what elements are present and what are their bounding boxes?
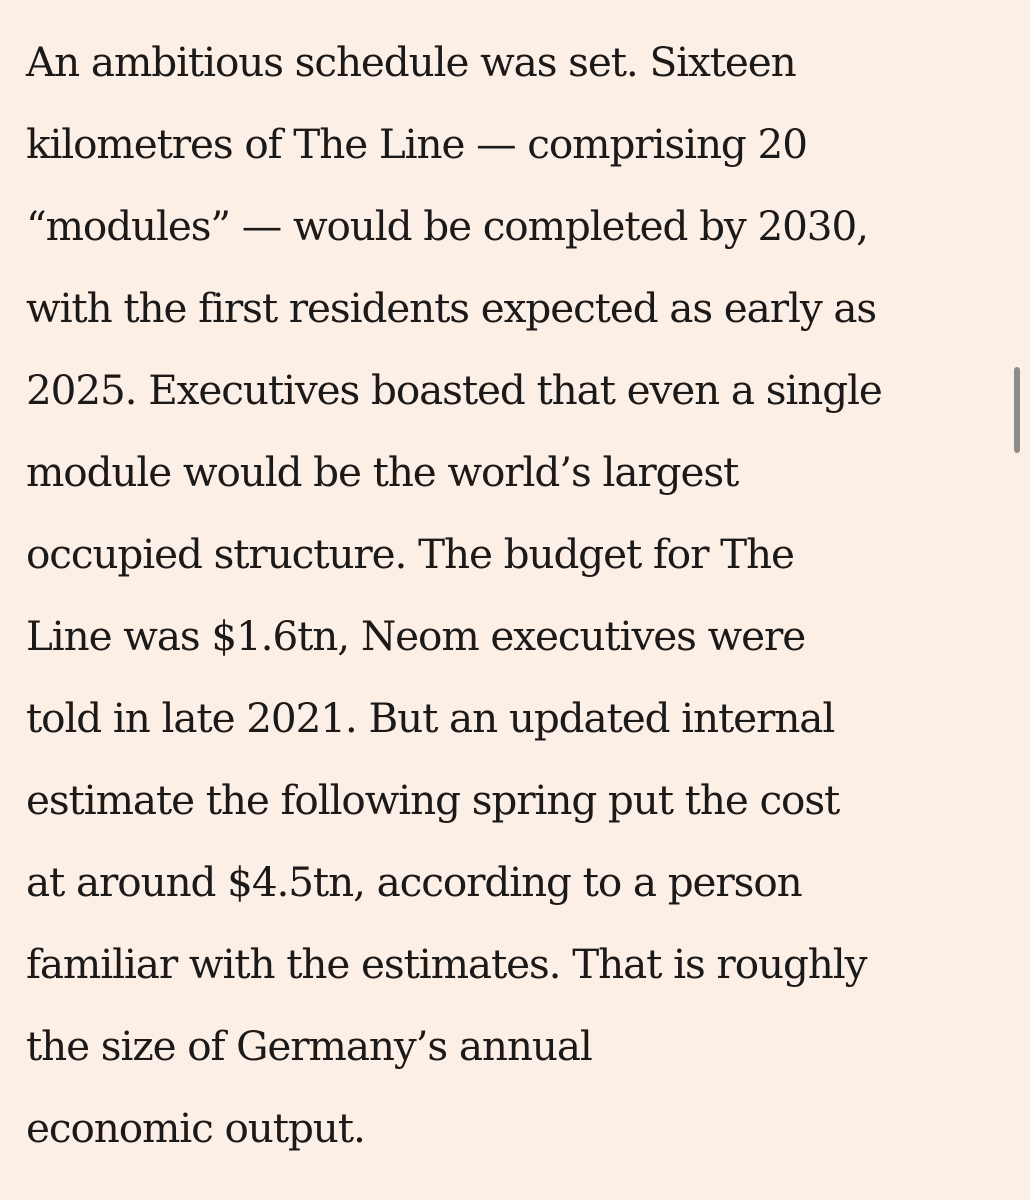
text-line: the size of Germany’s annual <box>26 1022 593 1070</box>
text-line: 2025. Executives boasted that even a sin… <box>26 366 883 414</box>
article-body: An ambitious schedule was set. Sixteen k… <box>26 0 1016 1169</box>
text-line: kilometres of The Line — comprising 20 <box>26 120 808 168</box>
text-line: module would be the world’s largest <box>26 448 739 496</box>
text-line: “modules” — would be completed by 2030, <box>26 202 869 250</box>
text-line: Line was $1.6tn, Neom executives were <box>26 612 806 660</box>
text-line: at around $4.5tn, according to a person <box>26 858 803 906</box>
text-line: familiar with the estimates. That is rou… <box>26 940 868 988</box>
text-line: economic output. <box>26 1104 366 1152</box>
text-line: told in late 2021. But an updated intern… <box>26 694 835 742</box>
text-line: occupied structure. The budget for The <box>26 530 795 578</box>
text-line: estimate the following spring put the co… <box>26 776 840 824</box>
scrollbar-thumb[interactable] <box>1014 367 1020 453</box>
text-line: An ambitious schedule was set. Sixteen <box>26 38 797 86</box>
text-line: with the first residents expected as ear… <box>26 284 877 332</box>
article-paragraph: An ambitious schedule was set. Sixteen k… <box>26 21 1016 1169</box>
